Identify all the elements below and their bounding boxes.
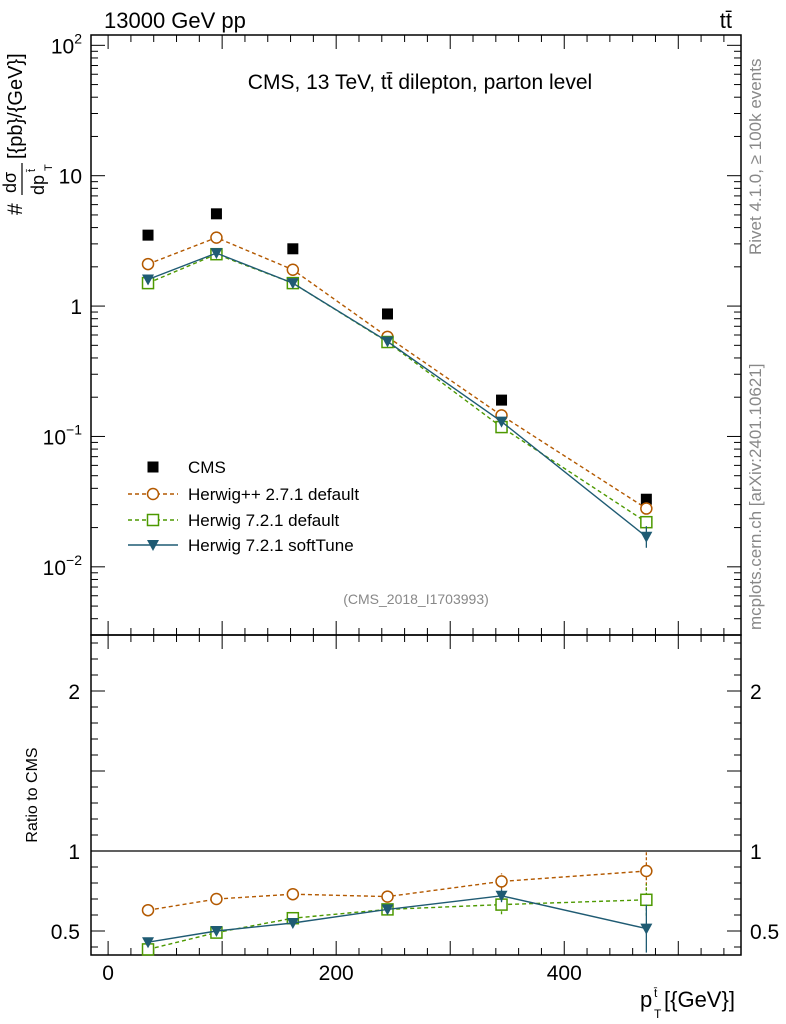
energy-label: 13000 GeV pp — [104, 8, 246, 33]
legend-marker-herwig-2-7-1-default — [146, 487, 160, 501]
main-point-herwig-2-7-1-default — [210, 231, 223, 244]
main-y-tick-label: 10−2 — [43, 552, 83, 580]
legend: CMS Herwig++ 2.7.1 default Herwig 7.2.1 de… — [128, 458, 359, 555]
x-label-superscript: t̄ — [654, 986, 658, 1000]
main-y-ticks: 10−2 10−1 1 10 102 — [43, 30, 741, 636]
ratio-line-herwig-2-7-1-default — [147, 870, 647, 911]
y-label-units: [{pb}/{GeV}] — [5, 53, 27, 159]
mcplots-label: mcplots.cern.ch [arXiv:2401.10621] — [746, 364, 765, 630]
main-point-herwig-7-2-1-softtune — [210, 248, 223, 260]
ratio-panel: 0.5 0.5 1 1 2 2 0 200 400 Ratio to CMS p t̄ T [… — [24, 35, 779, 1021]
legend-marker-herwig-7-2-1-default — [146, 513, 160, 527]
main-point-herwig-7-2-1-softtune — [142, 274, 155, 286]
ratio-line-herwig-7-2-1-default — [147, 899, 647, 951]
main-point-herwig-7-2-1-softtune — [286, 278, 299, 290]
main-y-tick-label: 10 — [59, 166, 82, 189]
main-point-herwig-2-7-1-default — [141, 257, 155, 271]
main-point-herwig-7-2-1-default — [640, 515, 653, 529]
x-label-base: p — [640, 987, 652, 1012]
x-tick-label: 0 — [102, 962, 114, 985]
ratio-point-herwig-7-2-1-softtune — [640, 923, 653, 935]
legend-label-herwig-7-2-1-softtune: Herwig 7.2.1 softTune — [188, 536, 354, 555]
x-tick-label: 400 — [547, 962, 582, 985]
ratio-point-herwig-2-7-1-default — [640, 864, 653, 878]
main-line-herwig-7-2-1-softtune — [147, 252, 647, 538]
x-axis-label: p t̄ T [{GeV}] — [640, 986, 735, 1021]
ratio-y-tick-label-right: 0.5 — [750, 921, 779, 944]
ratio-point-herwig-2-7-1-default — [381, 890, 394, 903]
analysis-watermark: (CMS_2018_I1703993) — [343, 591, 489, 607]
y-label-denominator: dp — [28, 175, 48, 195]
main-y-axis-label: # dσ dp t̄ T [{pb}/{GeV}] — [0, 53, 55, 215]
legend-marker-herwig-7-2-1-softtune — [147, 540, 159, 551]
ratio-y-tick-label: 0.5 — [51, 921, 80, 944]
y-label-subscript: T — [43, 164, 55, 171]
main-point-herwig-7-2-1-softtune — [495, 416, 508, 428]
process-label: tt̄ — [720, 8, 732, 33]
main-point-herwig-2-7-1-default — [286, 263, 300, 276]
legend-marker-cms — [147, 461, 159, 473]
ratio-point-herwig-7-2-1-softtune — [381, 904, 394, 916]
main-point-cms — [640, 493, 652, 505]
ratio-point-herwig-7-2-1-softtune — [142, 937, 155, 949]
ratio-point-herwig-2-7-1-default — [141, 903, 155, 917]
x-tick-label: 200 — [319, 962, 354, 985]
ratio-y-tick-label: 2 — [68, 681, 80, 704]
ratio-point-herwig-7-2-1-softtune — [286, 918, 299, 929]
ratio-point-herwig-2-7-1-default — [210, 892, 223, 906]
ratio-y-ticks: 0.5 0.5 1 1 2 2 — [51, 642, 779, 948]
ratio-y-axis-label: Ratio to CMS — [24, 747, 41, 842]
legend-label-herwig-2-7-1-default: Herwig++ 2.7.1 default — [188, 485, 359, 504]
main-point-herwig-7-2-1-softtune — [381, 336, 394, 348]
main-y-tick-label: 102 — [51, 30, 82, 58]
legend-label-herwig-7-2-1-default: Herwig 7.2.1 default — [188, 511, 339, 530]
main-y-tick-label: 1 — [70, 296, 82, 319]
ratio-y-tick-label-right: 1 — [750, 841, 762, 864]
x-label-subscript: T — [654, 1007, 662, 1021]
ratio-point-herwig-7-2-1-default — [640, 893, 653, 907]
main-point-cms — [210, 208, 222, 220]
ratio-y-tick-label: 1 — [68, 841, 80, 864]
main-point-cms — [287, 243, 299, 255]
ratio-line-herwig-7-2-1-softtune — [147, 895, 647, 943]
main-line-herwig-7-2-1-default — [147, 253, 647, 523]
ratio-point-herwig-2-7-1-default — [495, 875, 508, 888]
ratio-point-herwig-2-7-1-default — [286, 887, 300, 901]
y-label-numerator: dσ — [0, 172, 20, 193]
main-point-cms — [142, 229, 154, 241]
legend-label-cms: CMS — [188, 458, 226, 477]
main-point-cms — [381, 308, 393, 320]
x-label-units: [{GeV}] — [664, 987, 735, 1012]
chart-title: CMS, 13 TeV, tt̄ dilepton, parton level — [248, 71, 592, 94]
ratio-point-herwig-7-2-1-softtune — [210, 926, 223, 937]
main-y-tick-label: 10−1 — [43, 421, 83, 449]
ratio-series — [141, 851, 653, 956]
ratio-x-ticks: 0 200 400 — [102, 35, 725, 985]
y-label-prefix: # — [4, 203, 27, 215]
ratio-frame — [90, 634, 742, 956]
ratio-point-herwig-7-2-1-softtune — [495, 890, 508, 902]
rivet-version-label: Rivet 4.1.0, ≥ 100k events — [746, 59, 765, 255]
main-point-cms — [496, 394, 508, 406]
main-panel: 10−2 10−1 1 10 102 CMS, 13 TeV, tt̄ dilepton… — [0, 30, 742, 636]
main-point-herwig-2-7-1-default — [640, 502, 653, 515]
main-series — [141, 208, 653, 548]
ratio-y-tick-label-right: 2 — [750, 681, 762, 704]
y-label-superscript: t̄ — [26, 169, 38, 173]
